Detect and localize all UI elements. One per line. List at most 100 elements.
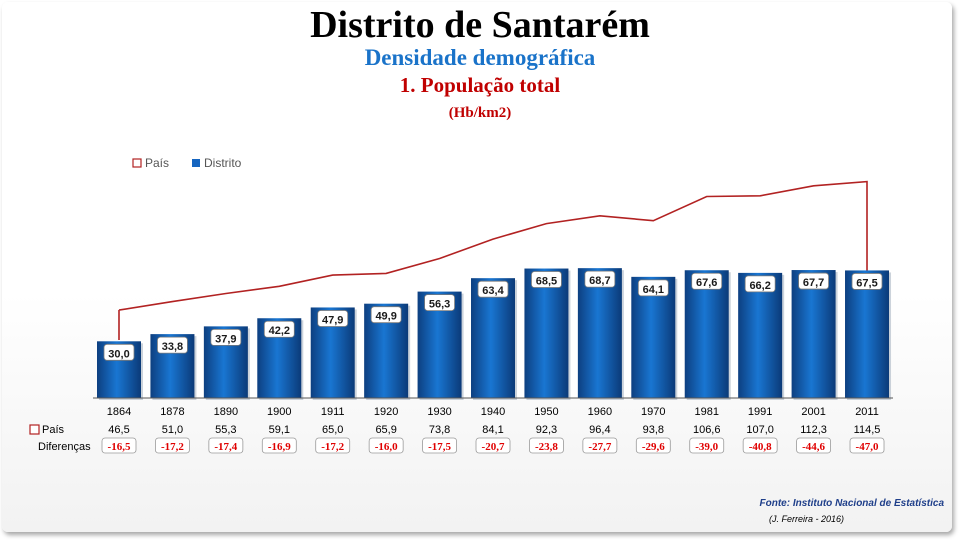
bar-label-box <box>210 328 242 346</box>
pais-line <box>118 180 868 341</box>
bar-label-box <box>157 336 188 354</box>
pais-row-marker <box>29 424 40 435</box>
distrito-bar <box>791 270 836 398</box>
distrito-bar <box>631 276 676 398</box>
pais-value: 73,8 <box>429 424 450 436</box>
data-table-layer: País Diferenças 46,5 51,0 55,3 59,1 65,0 65,9 73… <box>29 424 885 454</box>
x-tick-label: 1890 <box>214 406 238 418</box>
x-tick-label: 2001 <box>801 406 825 418</box>
pais-value: 51,0 <box>162 424 183 436</box>
bar-label-box <box>637 279 669 297</box>
difference-value: -16,5 <box>108 441 131 453</box>
distrito-bar <box>845 270 890 398</box>
bar-label-box <box>103 343 135 361</box>
difference-box <box>475 437 511 454</box>
pais-value: 55,3 <box>215 424 236 436</box>
x-tick-label: 2011 <box>855 406 879 418</box>
x-tick-label: 1970 <box>641 406 665 418</box>
x-tick-label: 1940 <box>481 406 505 418</box>
pais-value: 107,0 <box>746 424 774 436</box>
legend-pais-swatch <box>132 158 142 168</box>
legend-distrito-swatch <box>192 159 200 167</box>
bar-value-label: 68,5 <box>536 276 557 288</box>
distrito-bar <box>684 270 729 398</box>
bar-value-label: 42,2 <box>269 325 290 337</box>
x-tick-label: 1960 <box>588 406 612 418</box>
bar-value-label: 67,7 <box>803 277 824 289</box>
pais-value: 59,1 <box>269 424 290 436</box>
source-note: Fonte: Instituto Nacional de Estatística <box>759 498 944 509</box>
bar-label-box <box>370 306 402 324</box>
difference-box <box>422 437 457 454</box>
x-tick-label: 1981 <box>694 406 718 418</box>
bar-label-box <box>851 273 883 290</box>
difference-value: -16,0 <box>375 441 398 453</box>
pais-value: 46,5 <box>108 424 129 436</box>
x-tick-label: 1950 <box>534 406 558 418</box>
bar-label-box <box>477 280 509 298</box>
pais-value: 84,1 <box>482 424 503 436</box>
difference-value: -44,6 <box>802 441 825 453</box>
distrito-bar <box>471 278 516 398</box>
bar-value-label: 30,0 <box>108 348 129 360</box>
difference-box <box>208 437 244 454</box>
difference-value: -16,9 <box>268 441 291 453</box>
bar-label-box <box>744 275 776 293</box>
distrito-bar <box>577 268 622 398</box>
difference-box <box>368 437 404 454</box>
pais-row-label: País <box>42 424 65 436</box>
bar-label-box <box>531 271 562 288</box>
bar-value-label: 66,2 <box>749 280 770 292</box>
difference-value: -40,8 <box>749 441 772 453</box>
distrito-bars-layer: 30,0 33,8 37,9 42,2 47,9 49,9 56,3 63,4 68,5 68,7… <box>97 268 892 400</box>
bar-value-label: 67,6 <box>696 277 717 289</box>
difference-value: -39,0 <box>695 441 718 453</box>
difference-value: -20,7 <box>482 441 505 453</box>
difference-value: -17,2 <box>321 441 344 453</box>
difference-box <box>635 437 671 454</box>
units-label: (Hb/km2) <box>448 105 512 121</box>
difference-value: -47,0 <box>856 441 879 453</box>
chart-subtitle-2: 1. População total <box>399 73 561 97</box>
bar-label-box <box>263 320 295 338</box>
x-tick-label: 1930 <box>427 406 451 418</box>
x-tick-label: 1991 <box>748 406 772 418</box>
x-tick-label: 1920 <box>374 406 398 418</box>
bar-value-label: 63,4 <box>482 285 504 297</box>
bar-value-label: 56,3 <box>429 299 450 311</box>
difference-box <box>796 437 831 454</box>
difference-value: -29,6 <box>642 441 665 453</box>
chart-subtitle: Densidade demográfica <box>364 45 596 70</box>
bar-label-box <box>691 272 723 290</box>
bar-value-label: 33,8 <box>162 341 183 353</box>
difference-box <box>582 437 618 454</box>
pais-value: 93,8 <box>643 424 664 436</box>
bar-value-label: 47,9 <box>322 314 343 326</box>
page-title: Distrito de Santarém <box>310 4 650 46</box>
pais-value: 65,9 <box>375 424 396 436</box>
bar-label-box <box>317 310 349 327</box>
x-tick-label: 1911 <box>321 406 345 418</box>
difference-box <box>529 437 564 454</box>
difference-value: -17,4 <box>214 441 237 453</box>
x-axis-layer: 1864 1878 1890 1900 1911 1920 1930 1940 1950 1960… <box>93 397 893 418</box>
difference-box <box>101 437 137 454</box>
bar-value-label: 64,1 <box>643 284 664 296</box>
x-tick-label: 1900 <box>267 406 291 418</box>
difference-value: -27,7 <box>588 441 611 453</box>
author-note: (J. Ferreira - 2016) <box>768 514 844 524</box>
difference-value: -17,2 <box>161 441 184 453</box>
difference-box <box>849 437 885 454</box>
distrito-bar <box>524 268 569 398</box>
difference-value: -17,5 <box>428 441 451 453</box>
difference-value: -23,8 <box>535 441 558 453</box>
legend-distrito-label: Distrito <box>204 156 242 170</box>
bar-label-box <box>584 270 616 288</box>
legend-pais-label: País <box>145 156 169 170</box>
bar-value-label: 67,5 <box>856 277 877 289</box>
pais-value: 114,5 <box>854 424 881 436</box>
difference-box <box>689 437 725 454</box>
legend: País Distrito <box>132 156 242 170</box>
pais-value: 92,3 <box>536 424 557 436</box>
